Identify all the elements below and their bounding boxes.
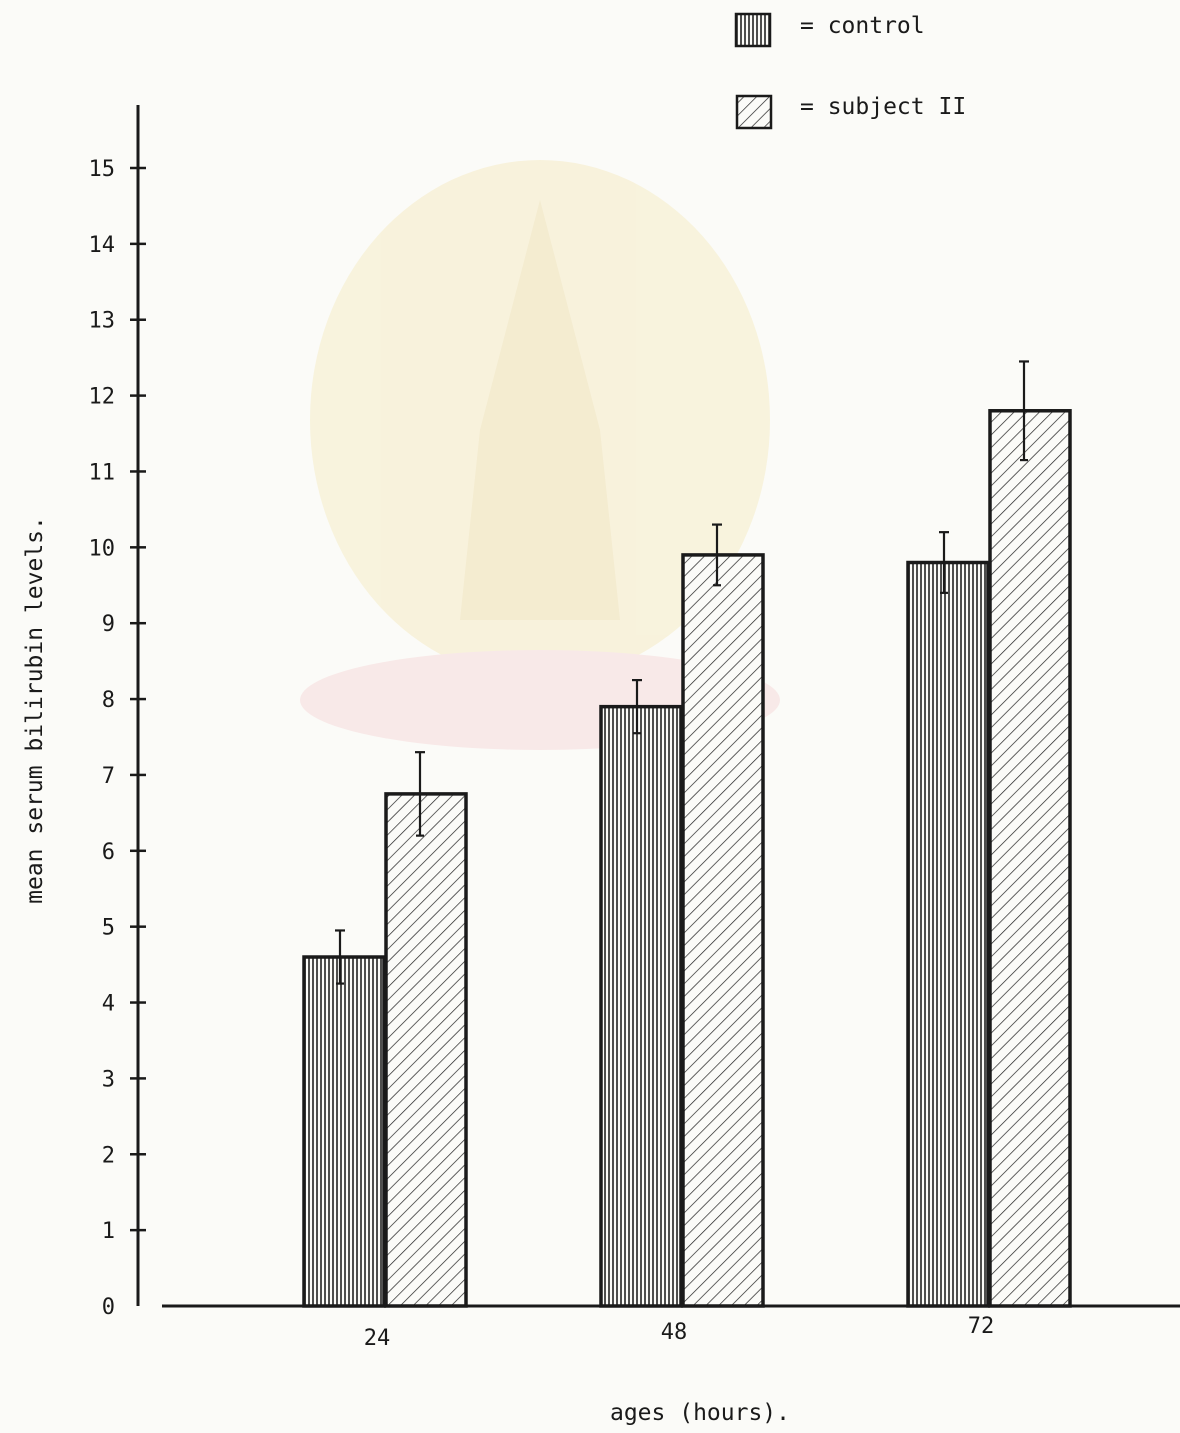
y-tick-label-4: 4 <box>102 992 115 1017</box>
y-tick-label-11: 11 <box>89 460 116 485</box>
y-tick-label-0: 0 <box>102 1295 115 1320</box>
x-tick-label-48: 48 <box>661 1320 688 1345</box>
bar-control-48 <box>599 704 683 1308</box>
y-tick-label-8: 8 <box>102 688 115 713</box>
legend-swatch-control <box>734 12 772 48</box>
bar-control-72 <box>906 560 990 1308</box>
x-axis-title: ages (hours). <box>610 1400 790 1426</box>
legend-item-subject-ii: = subject II <box>735 94 966 130</box>
error-bars <box>335 360 1029 985</box>
y-tick-label-3: 3 <box>102 1067 115 1092</box>
legend-item-control: = control <box>734 12 925 48</box>
legend-label-control: = control <box>800 13 925 39</box>
y-tick-label-14: 14 <box>89 233 116 258</box>
x-tick-label-24: 24 <box>364 1326 391 1351</box>
x-ticks: 24 48 72 <box>364 1314 995 1351</box>
y-tick-label-6: 6 <box>102 840 115 865</box>
y-tick-label-7: 7 <box>102 764 115 789</box>
bars <box>302 409 1072 1308</box>
y-tick-label-2: 2 <box>102 1143 115 1168</box>
y-tick-label-13: 13 <box>89 309 116 334</box>
y-tick-label-5: 5 <box>102 916 115 941</box>
y-tick-label-1: 1 <box>102 1219 115 1244</box>
bar-subject-ii-48 <box>681 553 765 1308</box>
bar-control-24 <box>302 955 386 1308</box>
x-tick-label-72: 72 <box>968 1314 995 1339</box>
y-tick-label-10: 10 <box>89 536 116 561</box>
bar-subject-ii-72 <box>988 409 1072 1308</box>
legend-label-subject-ii: = subject II <box>800 94 966 120</box>
legend-swatch-subject-ii <box>735 94 773 130</box>
y-tick-label-15: 15 <box>89 157 116 182</box>
legend: = control = subject II <box>734 12 966 130</box>
y-tick-label-9: 9 <box>102 612 115 637</box>
y-axis-title: mean serum bilirubin levels. <box>22 516 48 904</box>
y-tick-label-12: 12 <box>89 385 116 410</box>
bar-subject-ii-24 <box>384 792 468 1308</box>
